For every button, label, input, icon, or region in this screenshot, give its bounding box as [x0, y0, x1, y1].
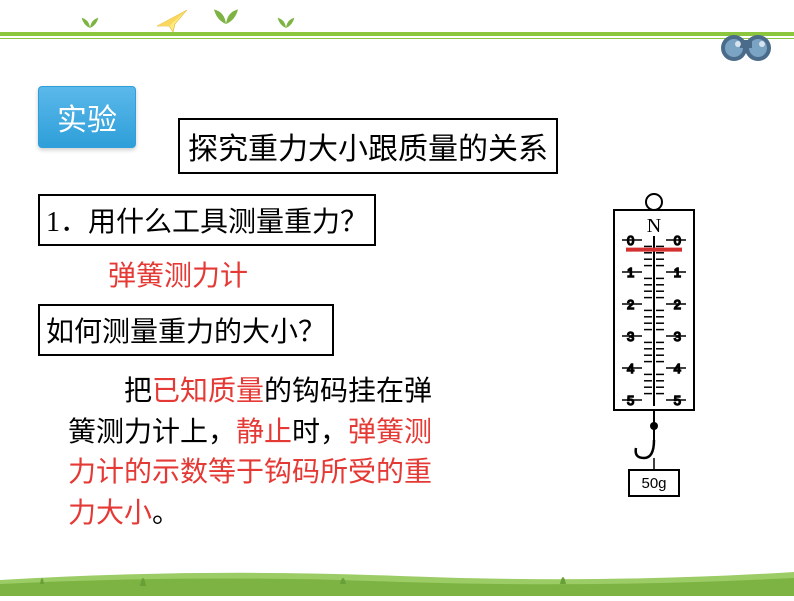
para-text: 把: [124, 376, 152, 407]
unit-label: N: [647, 215, 661, 237]
svg-text:3: 3: [674, 329, 681, 344]
paper-plane-icon: [155, 6, 191, 34]
main-title: 探究重力大小跟质量的关系: [178, 118, 558, 174]
question-1: 1．用什么工具测量重力？: [38, 194, 376, 246]
svg-text:0: 0: [674, 233, 681, 248]
top-border-thin: [0, 38, 794, 39]
para-text: 时，: [292, 417, 348, 448]
svg-text:0: 0: [627, 233, 634, 248]
binoculars-icon: [716, 26, 776, 66]
para-text: 。: [152, 498, 180, 529]
para-red: 已知质量: [152, 376, 264, 407]
sprout-icon: [206, 4, 246, 44]
svg-text:3: 3: [627, 329, 634, 344]
answer-1: 弹簧测力计: [108, 254, 248, 294]
svg-text:5: 5: [674, 393, 681, 408]
svg-text:2: 2: [627, 297, 634, 312]
svg-text:4: 4: [627, 361, 634, 376]
question-2: 如何测量重力的大小？: [38, 304, 334, 356]
top-border: [0, 32, 794, 36]
spring-dynamometer-diagram: N 0 0 1 1 2 2 3 3 4 4 5 5 50g: [574, 190, 734, 510]
experiment-label: 实验: [38, 86, 136, 148]
svg-text:5: 5: [627, 393, 634, 408]
sprout-icon: [76, 14, 104, 42]
explanation-paragraph: 把已知质量的钩码挂在弹簧测力计上，静止时，弹簧测力计的示数等于钩码所受的重力大小…: [68, 372, 448, 534]
svg-text:4: 4: [674, 361, 681, 376]
weight-label: 50g: [641, 475, 666, 492]
svg-text:1: 1: [674, 265, 681, 280]
bottom-grass-decoration: [0, 554, 794, 596]
para-red: 静止: [236, 417, 292, 448]
svg-text:1: 1: [627, 265, 634, 280]
svg-text:2: 2: [674, 297, 681, 312]
sprout-icon: [272, 14, 300, 42]
